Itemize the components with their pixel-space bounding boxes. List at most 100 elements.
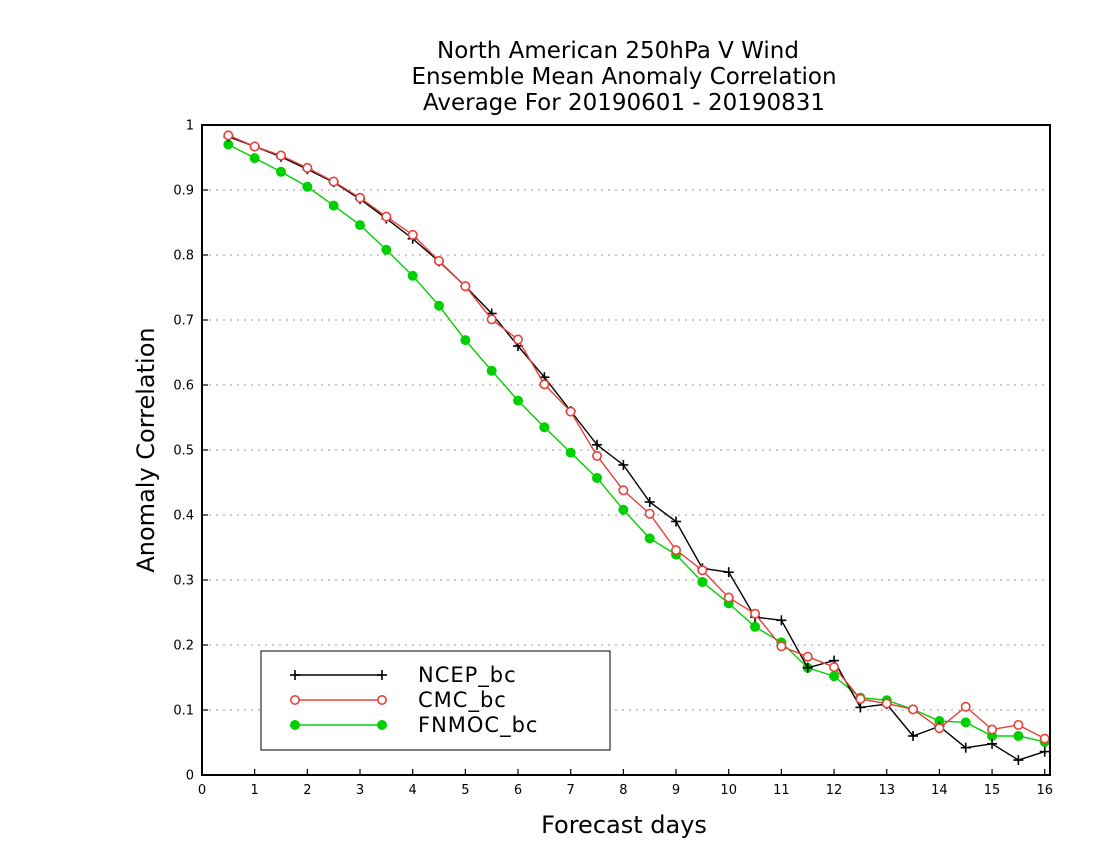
data-point	[671, 516, 682, 527]
data-point	[407, 229, 418, 240]
y-tick-label: 0.4	[173, 509, 194, 524]
data-point	[829, 662, 840, 673]
x-tick-label: 15	[984, 783, 1001, 798]
chart-title: North American 250hPa V Wind Ensemble Me…	[411, 38, 836, 116]
data-point	[750, 621, 761, 632]
data-point	[289, 694, 300, 705]
data-point	[671, 545, 682, 556]
legend-label: CMC_bc	[418, 688, 507, 713]
data-point	[776, 615, 787, 626]
data-point	[934, 723, 945, 734]
data-point	[592, 450, 603, 461]
data-point	[644, 508, 655, 519]
x-tick-label: 0	[198, 783, 206, 798]
data-point	[249, 141, 260, 152]
data-point	[881, 698, 892, 709]
grid-lines	[202, 189, 1050, 711]
data-point	[290, 670, 300, 680]
y-tick-label: 0.5	[173, 444, 194, 459]
data-point	[539, 422, 550, 433]
legend-item: CMC_bc	[289, 688, 507, 713]
data-point	[723, 567, 734, 578]
x-tick-label: 13	[878, 783, 895, 798]
data-point	[618, 504, 629, 515]
y-tick-label: 0.1	[173, 704, 194, 719]
x-tick-label: 9	[672, 783, 680, 798]
y-tick-label: 0.3	[173, 574, 194, 589]
data-point	[565, 406, 576, 417]
data-point	[802, 651, 813, 662]
data-point	[1013, 731, 1024, 741]
data-point	[355, 220, 366, 231]
data-point	[960, 742, 971, 753]
data-point	[908, 731, 919, 741]
data-point	[697, 565, 708, 576]
y-tick-label: 0.2	[173, 639, 194, 654]
data-point	[960, 717, 971, 728]
axis-ticks	[201, 124, 1046, 776]
y-tick-label: 0.8	[173, 249, 194, 264]
legend-label: NCEP_bc	[418, 663, 517, 688]
data-point	[355, 192, 366, 203]
y-axis-title: Anomaly Correlation	[132, 327, 160, 572]
data-point	[460, 335, 471, 346]
y-tick-label: 0.9	[173, 184, 194, 199]
data-point	[987, 738, 998, 749]
data-point	[776, 641, 787, 652]
y-tick-label: 1	[186, 119, 194, 134]
x-tick-label: 5	[461, 783, 469, 798]
x-tick-label: 6	[514, 783, 522, 798]
data-point	[276, 150, 287, 161]
data-point	[908, 704, 919, 715]
data-point	[407, 270, 418, 281]
data-point	[855, 702, 866, 713]
x-tick-label: 12	[826, 783, 843, 798]
data-point	[855, 693, 866, 704]
legend-item: NCEP_bc	[290, 663, 517, 688]
data-point	[377, 670, 387, 680]
data-point	[302, 162, 313, 173]
y-tick-label: 0.6	[173, 379, 194, 394]
series-CMC_bc	[223, 130, 1050, 744]
data-point	[276, 166, 287, 177]
data-point	[328, 200, 339, 211]
y-tick-labels: 0 0.1 0.2 0.3 0.4 0.5 0.6 0.7 0.8 0.9 1	[173, 119, 194, 784]
data-point	[750, 608, 761, 619]
x-tick-label: 14	[931, 783, 948, 798]
x-tick-label: 2	[303, 783, 311, 798]
data-point	[328, 176, 339, 187]
data-point	[249, 153, 260, 164]
x-tick-label: 8	[619, 783, 627, 798]
data-point	[987, 724, 998, 735]
data-point	[697, 576, 708, 587]
data-point	[486, 365, 497, 376]
data-point	[381, 211, 392, 222]
data-point	[434, 300, 445, 311]
legend-item: FNMOC_bc	[290, 713, 537, 738]
x-axis-title: Forecast days	[541, 811, 707, 839]
data-point	[539, 379, 550, 390]
x-tick-label: 16	[1036, 783, 1053, 798]
data-point	[644, 497, 655, 507]
series-line	[228, 136, 1045, 761]
data-point	[1013, 755, 1024, 766]
data-point	[960, 701, 971, 712]
x-tick-label: 3	[356, 783, 364, 798]
y-tick-label: 0	[186, 769, 194, 784]
chart-title-line-1: North American 250hPa V Wind	[437, 38, 799, 64]
data-point	[829, 671, 840, 682]
data-point	[1039, 746, 1050, 757]
chart-title-line-3: Average For 20190601 - 20190831	[423, 90, 825, 116]
data-point	[434, 255, 445, 266]
data-point	[618, 459, 629, 470]
data-point	[592, 439, 603, 450]
data-point	[460, 281, 471, 292]
data-point	[290, 720, 300, 730]
series-line	[228, 134, 1046, 740]
data-point	[1039, 733, 1050, 744]
data-point	[486, 314, 497, 325]
data-point	[377, 720, 387, 730]
